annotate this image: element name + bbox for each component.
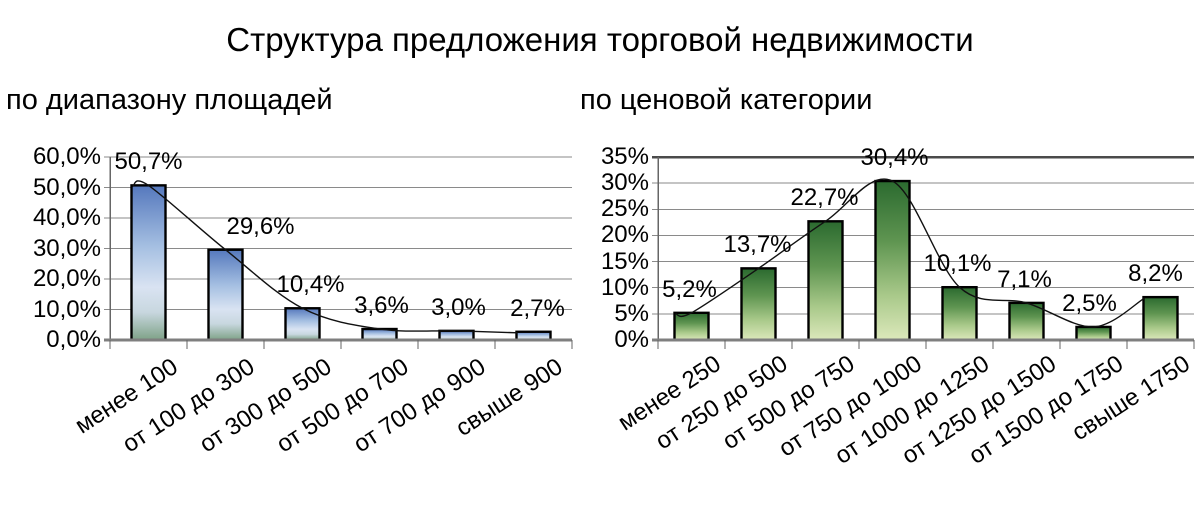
y-axis-tick-label: 15% bbox=[600, 247, 649, 275]
y-axis-tick-label: 10,0% bbox=[32, 295, 101, 323]
bar-value-label: 3,6% bbox=[354, 292, 409, 320]
bar-value-label: 7,1% bbox=[997, 265, 1052, 293]
trendline bbox=[132, 180, 518, 334]
y-axis-tick-label: 35% bbox=[600, 143, 649, 170]
bar-value-label: 13,7% bbox=[723, 231, 792, 259]
y-axis-tick-label: 0,0% bbox=[46, 326, 101, 353]
bar-value-label: 8,2% bbox=[1128, 260, 1183, 288]
y-axis-tick-label: 30% bbox=[600, 169, 649, 197]
y-axis-tick-label: 50,0% bbox=[32, 173, 101, 201]
y-axis-tick-label: 0% bbox=[614, 326, 649, 353]
bar-value-label: 30,4% bbox=[860, 144, 929, 172]
y-axis-tick-label: 60,0% bbox=[32, 143, 101, 170]
y-axis-tick-label: 30,0% bbox=[32, 234, 101, 262]
y-axis-tick-label: 40,0% bbox=[32, 204, 101, 231]
bar-value-label: 50,7% bbox=[114, 148, 183, 176]
y-axis-tick-label: 20% bbox=[600, 221, 649, 249]
bar bbox=[673, 311, 710, 342]
left-chart-title: по диапазону площадей bbox=[6, 84, 333, 116]
y-axis-tick-label: 25% bbox=[600, 195, 649, 223]
bar bbox=[130, 184, 167, 342]
bar-value-label: 3,0% bbox=[431, 293, 486, 321]
bar bbox=[1075, 325, 1112, 342]
y-axis-tick-label: 5% bbox=[614, 299, 649, 327]
bar-value-label: 2,7% bbox=[510, 294, 565, 322]
right-chart-title: по ценовой категории bbox=[580, 84, 873, 116]
bar-value-label: 22,7% bbox=[790, 184, 859, 212]
bar-value-label: 5,2% bbox=[662, 275, 717, 303]
bar-value-label: 2,5% bbox=[1062, 289, 1117, 317]
trendline bbox=[675, 178, 1145, 328]
bar-value-label: 29,6% bbox=[226, 212, 295, 240]
page-title: Структура предложения торговой недвижимо… bbox=[226, 21, 974, 58]
bar-value-label: 10,4% bbox=[276, 271, 345, 299]
bar-value-label: 10,1% bbox=[923, 250, 992, 278]
y-axis-tick-label: 20,0% bbox=[32, 265, 101, 292]
y-axis-tick-label: 10% bbox=[600, 273, 649, 301]
